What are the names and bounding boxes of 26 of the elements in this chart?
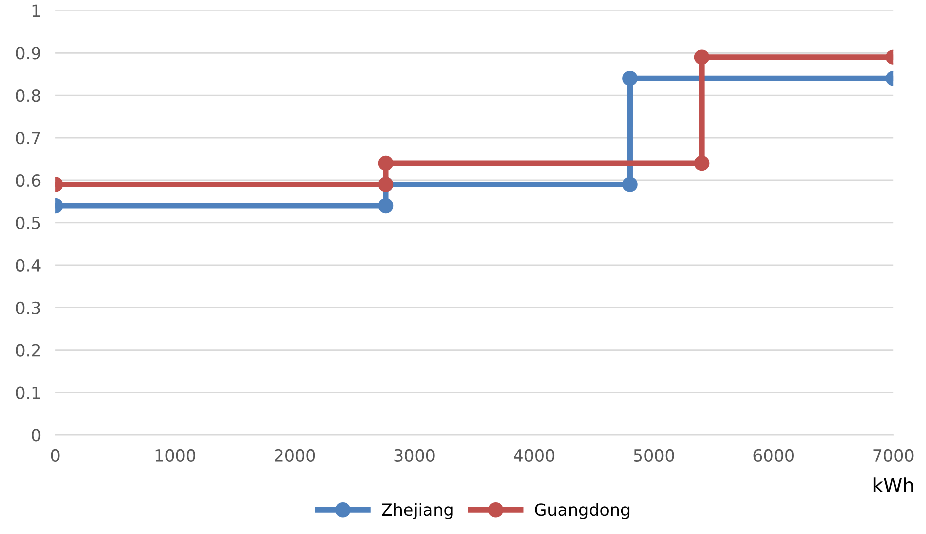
x-tick-label: 0	[51, 449, 60, 462]
y-tick-label: 0.3	[16, 302, 40, 314]
y-tick-label: 0.4	[16, 259, 41, 272]
point	[378, 156, 394, 172]
legend-label: Zhejiang	[382, 503, 453, 520]
y-tick-label: 0.5	[16, 216, 40, 230]
y-tick-label: 0.9	[16, 47, 40, 60]
x-tick-label: 1000	[156, 449, 196, 462]
y-tick-label: 0.6	[16, 174, 41, 188]
x-tick-label: 5000	[634, 449, 674, 462]
y-tick-label: 0.2	[16, 344, 40, 357]
x-tick-label: 2000	[275, 449, 316, 462]
y-tick-label: 0.1	[16, 386, 40, 400]
y-tick-label: 0.7	[16, 132, 40, 145]
y-tick-label: 0.8	[16, 90, 41, 102]
y-tick-label: 1	[32, 4, 40, 18]
x-tick-label: 4000	[514, 449, 555, 462]
point	[622, 177, 638, 192]
legend-label: Guangdong	[535, 503, 630, 520]
x-tick-label: 7000	[874, 449, 914, 462]
x-tick-label: 3000	[394, 449, 435, 462]
point	[378, 198, 394, 214]
x-tick-label: 6000	[754, 449, 794, 462]
y-tick-label: 0	[32, 429, 41, 442]
point	[622, 70, 638, 86]
x-axis-title: kWh	[874, 478, 914, 492]
